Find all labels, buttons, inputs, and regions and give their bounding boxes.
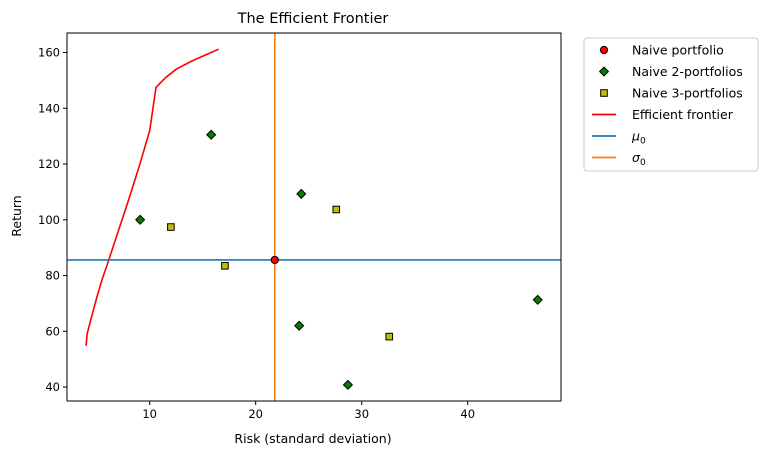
efficient-frontier-line (85, 48, 219, 346)
naive-3-portfolio-point (167, 223, 175, 231)
legend-entry-label: Efficient frontier (632, 107, 734, 122)
x-axis-label: Risk (standard deviation) (234, 431, 391, 446)
naive-3-portfolio-point (221, 261, 229, 270)
y-tick-label: 40 (45, 380, 60, 394)
legend-marker (598, 66, 610, 77)
legend-box (583, 37, 759, 172)
naive-3-portfolio-point (332, 205, 341, 214)
chart-title: The Efficient Frontier (237, 11, 389, 27)
y-tick-label: 160 (38, 46, 60, 60)
legend: Naive portfolio Naive 2-portfolios Naive 3… (583, 37, 759, 172)
naive-2-portfolio-point (532, 294, 543, 305)
y-tick-label: 80 (45, 269, 60, 283)
plot-frame (66, 32, 562, 402)
plot-series (67, 33, 561, 401)
x-tick-label: 20 (248, 407, 263, 421)
plot-area (67, 33, 561, 401)
legend-marker (599, 45, 609, 55)
naive-2-portfolio-point (135, 214, 146, 225)
x-tick-label: 30 (354, 407, 369, 421)
naive-2-portfolio-point (206, 129, 217, 140)
y-axis-label: Return (9, 195, 24, 236)
y-tick-label: 100 (38, 213, 60, 227)
legend-entry-label: σ0 (632, 150, 646, 168)
axes: 10 20 30 40 40 60 80 100 120 140 160 (38, 32, 562, 421)
y-tick-label: 140 (38, 101, 60, 115)
naive-3-portfolio-point (385, 332, 394, 341)
x-tick-label: 10 (142, 407, 157, 421)
legend-entry-label: Naive portfolio (632, 43, 724, 58)
legend-entry-label: Naive 3-portfolios (632, 86, 743, 101)
y-tick-label: 60 (45, 324, 60, 338)
naive-2-portfolio-point (342, 379, 354, 390)
naive-portfolio-point (270, 255, 279, 265)
y-tick-label: 120 (38, 157, 60, 171)
naive-2-portfolio-point (294, 320, 305, 331)
x-tick-label: 40 (460, 407, 475, 421)
legend-entry-label: μ0 (631, 129, 646, 147)
legend-marker (600, 89, 608, 97)
legend-entry-label: Naive 2-portfolios (632, 64, 743, 79)
naive-2-portfolio-point (296, 188, 307, 199)
